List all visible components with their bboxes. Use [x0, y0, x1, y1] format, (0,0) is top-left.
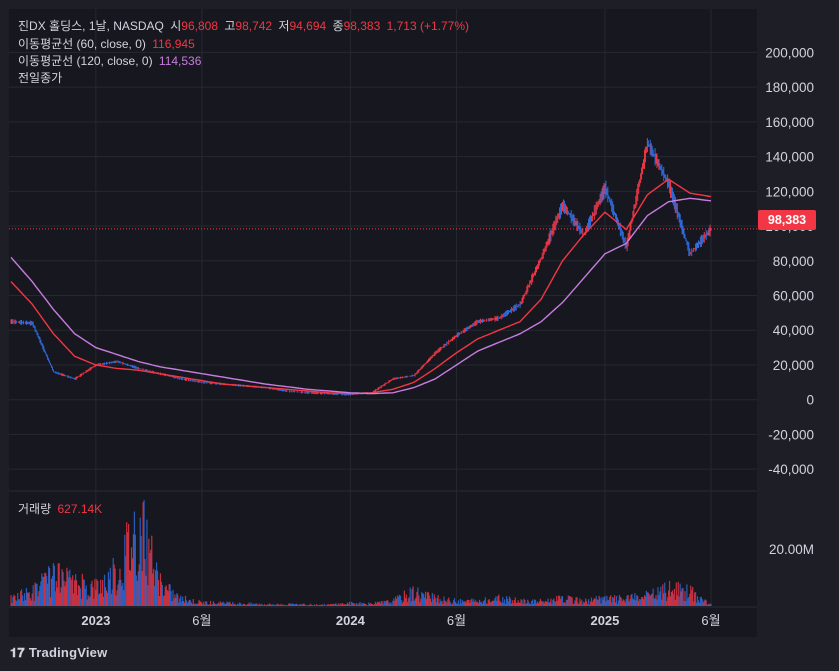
- y-tick-label: 40,000: [773, 323, 814, 338]
- legend-ma120: 이동평균선 (120, close, 0) 114,536: [18, 53, 204, 69]
- legend-high-value: 98,742: [235, 19, 273, 33]
- y-tick-label: 0: [806, 393, 814, 408]
- y-tick-label: 180,000: [765, 80, 814, 95]
- legend-open-value: 96,808: [181, 19, 218, 33]
- x-tick-label: 2023: [81, 613, 110, 628]
- legend-symbol: 진DX 홀딩스, 1날, NASDAQ: [18, 19, 164, 33]
- ma120-line: [10, 197, 712, 395]
- axis-layer: 200,000180,000160,000140,000120,000100,0…: [81, 45, 814, 628]
- y-tick-label: 60,000: [773, 289, 814, 304]
- legend-low-label: 저: [278, 19, 290, 33]
- price-layer: [9, 138, 757, 396]
- legend-high-label: 고: [224, 19, 236, 33]
- legend-ma60-label: 이동평균선 (60, close, 0): [18, 37, 146, 51]
- y-tick-label: -20,000: [768, 427, 814, 442]
- volume-tick-label: 20.00M: [769, 542, 814, 557]
- y-tick-label: -40,000: [768, 462, 814, 477]
- x-tick-label: 2024: [336, 613, 366, 628]
- plot-area[interactable]: [9, 9, 757, 637]
- y-tick-label: 80,000: [773, 254, 814, 269]
- legend-open-label: 시: [170, 19, 182, 33]
- legend-ma60: 이동평균선 (60, close, 0) 116,945: [18, 36, 198, 52]
- legend-ma120-value: 114,536: [158, 54, 202, 68]
- legend-prev-close-label: 전일종가: [18, 71, 63, 85]
- legend-prev-close: 전일종가: [18, 70, 65, 86]
- last-price-tag: 98,383: [758, 210, 816, 230]
- tradingview-logo[interactable]: 𝟏𝟕 TradingView: [10, 645, 107, 661]
- x-tick-label: 6월: [192, 613, 211, 628]
- x-tick-label: 2025: [590, 613, 619, 628]
- y-tick-label: 20,000: [773, 358, 814, 373]
- tradingview-logo-text: TradingView: [28, 645, 108, 660]
- legend-close-value: 98,383: [343, 19, 381, 33]
- y-tick-label: 200,000: [765, 45, 814, 60]
- tradingview-logo-icon: 𝟏𝟕: [10, 645, 25, 660]
- volume-layer: [10, 500, 712, 606]
- legend-volume: 거래량 627.14K: [18, 501, 105, 517]
- legend-volume-value: 627.14K: [57, 502, 103, 516]
- x-tick-label: 6월: [447, 613, 466, 628]
- legend-volume-label: 거래량: [18, 502, 52, 516]
- x-tick-label: 6월: [701, 613, 720, 628]
- y-tick-label: 160,000: [765, 115, 814, 130]
- legend-change: 1,713 (+1.77%): [386, 19, 470, 33]
- legend-ma60-value: 116,945: [152, 37, 195, 51]
- y-tick-label: 120,000: [765, 184, 814, 199]
- legend-ohlc: 진DX 홀딩스, 1날, NASDAQ 시96,808 고98,742 저94,…: [18, 18, 472, 34]
- y-tick-label: 140,000: [765, 150, 814, 165]
- grid-layer: [9, 9, 757, 608]
- legend-close-label: 종: [332, 19, 344, 33]
- legend-ma120-label: 이동평균선 (120, close, 0): [18, 54, 153, 68]
- legend-low-value: 94,694: [289, 19, 327, 33]
